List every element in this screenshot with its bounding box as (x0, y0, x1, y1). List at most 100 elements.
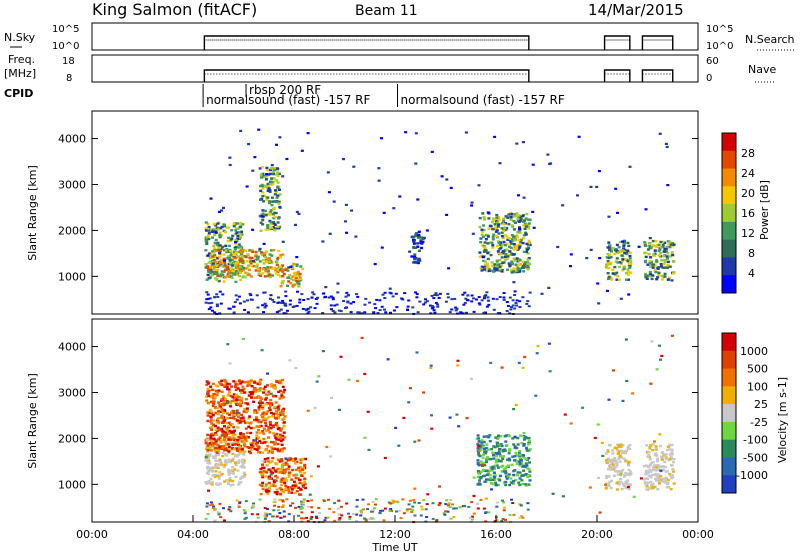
cell-1454 (450, 308, 454, 311)
freq-unit: [MHz] (4, 67, 36, 80)
cell-1582 (671, 467, 675, 471)
cell-880 (524, 217, 528, 220)
cell-1682 (294, 506, 297, 509)
cell-106 (207, 469, 211, 473)
cell-1785 (452, 516, 456, 518)
cell-1203 (476, 462, 480, 465)
cell-875 (522, 224, 526, 227)
cell-124 (224, 440, 228, 443)
cell-1808 (305, 516, 309, 519)
cell-1479 (510, 306, 513, 309)
cell-1304 (513, 446, 517, 449)
cell-34 (233, 468, 237, 471)
cell-1857 (420, 505, 424, 508)
cell-364 (278, 413, 282, 417)
cell-1991 (409, 387, 412, 390)
cell-1541 (372, 312, 376, 315)
cell-1346 (624, 481, 628, 484)
cell-336 (282, 421, 286, 424)
cell-335 (244, 271, 248, 274)
cell-833 (491, 217, 495, 220)
cell-1034 (420, 246, 424, 250)
cell-870 (512, 235, 516, 238)
cell-777 (480, 269, 484, 272)
cell-1396 (613, 460, 616, 463)
cell-1666 (317, 506, 321, 509)
cell-1064 (417, 258, 421, 262)
cell-1891 (338, 408, 341, 411)
cell-616 (276, 217, 280, 220)
cell-202 (231, 264, 235, 267)
cell-168 (207, 229, 210, 232)
cell-1522 (663, 465, 667, 469)
cell-1543 (485, 305, 489, 308)
nsearch-label: N.Search (745, 33, 795, 46)
cell-989 (300, 474, 304, 477)
cell-408 (207, 446, 211, 449)
cell-924 (283, 471, 286, 475)
cell-629 (268, 172, 272, 176)
cell-999 (488, 224, 492, 228)
cell-1973 (489, 361, 493, 364)
cell-1896 (626, 485, 630, 489)
cell-398 (272, 249, 276, 252)
cell-309 (216, 438, 220, 441)
cell-955 (499, 247, 503, 250)
cell-1575 (637, 245, 641, 248)
cell-1470 (383, 291, 387, 294)
cell-392 (250, 396, 254, 399)
cell-29 (228, 260, 232, 263)
cell-448 (238, 419, 242, 423)
cell-108 (213, 466, 217, 469)
cell-105 (204, 227, 208, 230)
cell-1415 (613, 457, 617, 460)
cell-281 (253, 447, 257, 451)
cell-564 (278, 172, 282, 175)
cell-1597 (345, 231, 349, 234)
cell-1069 (614, 260, 618, 263)
cell-462 (220, 390, 224, 393)
cell-800 (222, 399, 226, 402)
cell-947 (493, 267, 497, 270)
cell-1204 (518, 471, 522, 474)
cell-532 (276, 194, 280, 197)
cell-23 (222, 253, 226, 256)
cell-799 (514, 245, 518, 248)
cell-1850 (244, 516, 248, 519)
cell-1932 (551, 492, 555, 495)
cell-1222 (649, 265, 653, 268)
cell-944 (479, 237, 483, 240)
cell-90 (237, 483, 241, 486)
cell-251 (277, 404, 281, 407)
cell-1121 (622, 243, 626, 246)
cell-808 (527, 241, 531, 245)
colorbar-tick-4: 12 (741, 227, 755, 240)
cell-982 (512, 228, 516, 231)
cell-119 (207, 480, 211, 483)
cell-208 (209, 261, 213, 264)
cell-479 (211, 404, 215, 408)
cell-267 (209, 420, 213, 423)
cell-37 (210, 480, 214, 484)
cell-1392 (528, 291, 532, 294)
cell-1688 (531, 163, 535, 166)
cell-621 (276, 171, 280, 174)
cell-1515 (271, 298, 275, 301)
cell-1566 (364, 297, 368, 300)
cell-1473 (498, 296, 502, 298)
cell-966 (522, 266, 526, 269)
cell-1934 (593, 436, 597, 440)
cell-970 (303, 463, 307, 467)
cell-1011 (516, 214, 520, 217)
cell-1561 (465, 311, 468, 314)
cell-981 (281, 471, 285, 474)
cell-467 (257, 428, 260, 432)
cell-497 (241, 385, 245, 388)
cell-1285 (657, 274, 661, 277)
cell-635 (297, 285, 301, 288)
cell-356 (241, 255, 244, 258)
cell-496 (265, 396, 268, 400)
cell-1137 (607, 266, 611, 270)
cell-487 (266, 184, 270, 188)
cell-1027 (288, 471, 291, 474)
